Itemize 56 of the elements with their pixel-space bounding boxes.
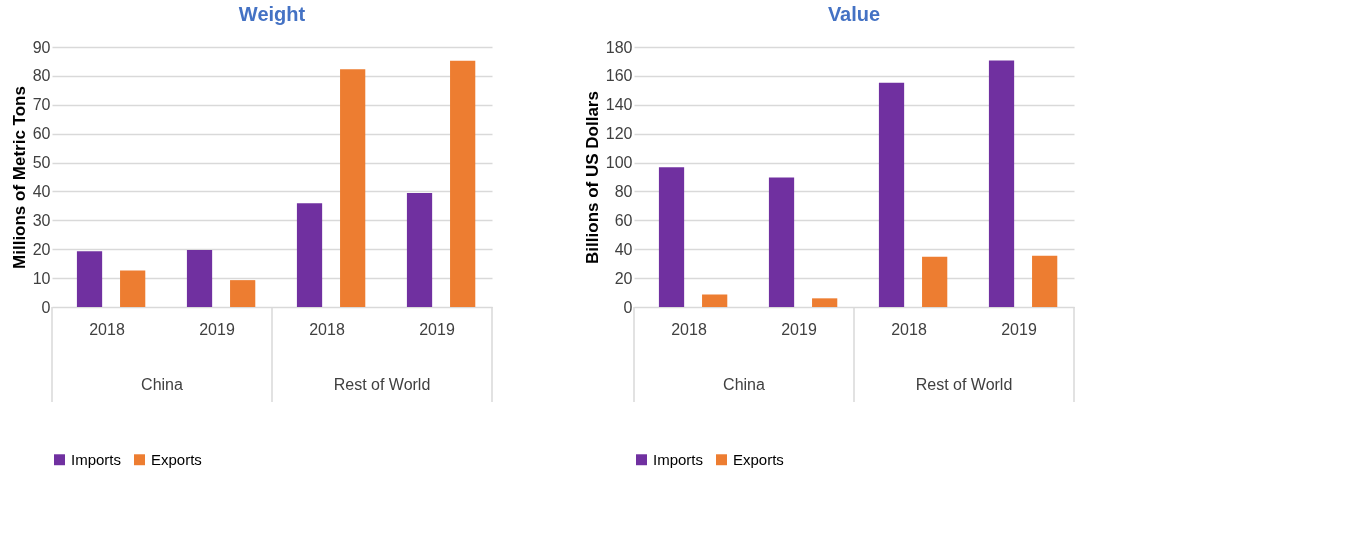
y-tick-label: 20 bbox=[32, 240, 51, 258]
x-tick-label: 2018 bbox=[671, 320, 707, 338]
y-tick-label: 140 bbox=[605, 96, 633, 114]
bar bbox=[768, 177, 795, 307]
y-tick-label: 50 bbox=[32, 154, 51, 172]
y-tick-label: 120 bbox=[605, 125, 633, 143]
bar bbox=[76, 251, 103, 307]
y-tick-label: 160 bbox=[605, 67, 633, 85]
bar bbox=[702, 294, 728, 307]
y-tick-label: 60 bbox=[32, 125, 51, 143]
chart-title: Value bbox=[827, 3, 881, 25]
y-tick-label: 30 bbox=[32, 211, 51, 229]
bar bbox=[988, 60, 1015, 307]
text: China bbox=[141, 376, 183, 393]
y-tick-label: 0 bbox=[623, 298, 633, 316]
x-tick-label: 2019 bbox=[419, 320, 455, 338]
legend-label: Exports bbox=[733, 450, 784, 468]
bar bbox=[1032, 255, 1058, 307]
y-tick-label: 40 bbox=[32, 182, 51, 200]
y-tick-label: 40 bbox=[614, 240, 633, 258]
text: Rest of World bbox=[915, 376, 1013, 393]
legend-label: Imports bbox=[653, 450, 704, 468]
y-tick-label: 80 bbox=[614, 182, 633, 200]
bar bbox=[406, 192, 433, 307]
bar bbox=[450, 60, 476, 307]
bar bbox=[922, 256, 948, 307]
y-axis-title: Millions of Metric Tons bbox=[9, 86, 29, 269]
y-axis-title: Billions of US Dollars bbox=[582, 91, 602, 264]
bar bbox=[230, 280, 256, 307]
bar bbox=[340, 69, 366, 307]
y-tick-label: 90 bbox=[32, 38, 51, 56]
y-tick-label: 10 bbox=[32, 269, 51, 287]
bar bbox=[296, 203, 323, 307]
y-tick-label: 70 bbox=[32, 96, 51, 114]
y-tick-label: 80 bbox=[32, 67, 51, 85]
text: Rest of World bbox=[333, 376, 431, 393]
y-tick-label: 0 bbox=[41, 298, 51, 316]
x-tick-label: 2018 bbox=[309, 320, 345, 338]
x-tick-label: 2019 bbox=[1001, 320, 1037, 338]
bar bbox=[186, 250, 213, 307]
bar bbox=[658, 167, 685, 307]
legend-label: Exports bbox=[151, 450, 202, 468]
bar bbox=[120, 270, 146, 307]
legend-label: Imports bbox=[71, 450, 122, 468]
text: China bbox=[723, 376, 765, 393]
bar bbox=[878, 82, 905, 307]
y-tick-label: 180 bbox=[605, 38, 633, 56]
bar bbox=[812, 298, 838, 307]
x-tick-label: 2019 bbox=[781, 320, 817, 338]
x-tick-label: 2019 bbox=[199, 320, 235, 338]
x-tick-label: 2018 bbox=[891, 320, 927, 338]
y-tick-label: 20 bbox=[614, 269, 633, 287]
y-tick-label: 60 bbox=[614, 211, 633, 229]
x-tick-label: 2018 bbox=[89, 320, 125, 338]
chart-title: Weight bbox=[238, 3, 306, 25]
y-tick-label: 100 bbox=[605, 154, 633, 172]
